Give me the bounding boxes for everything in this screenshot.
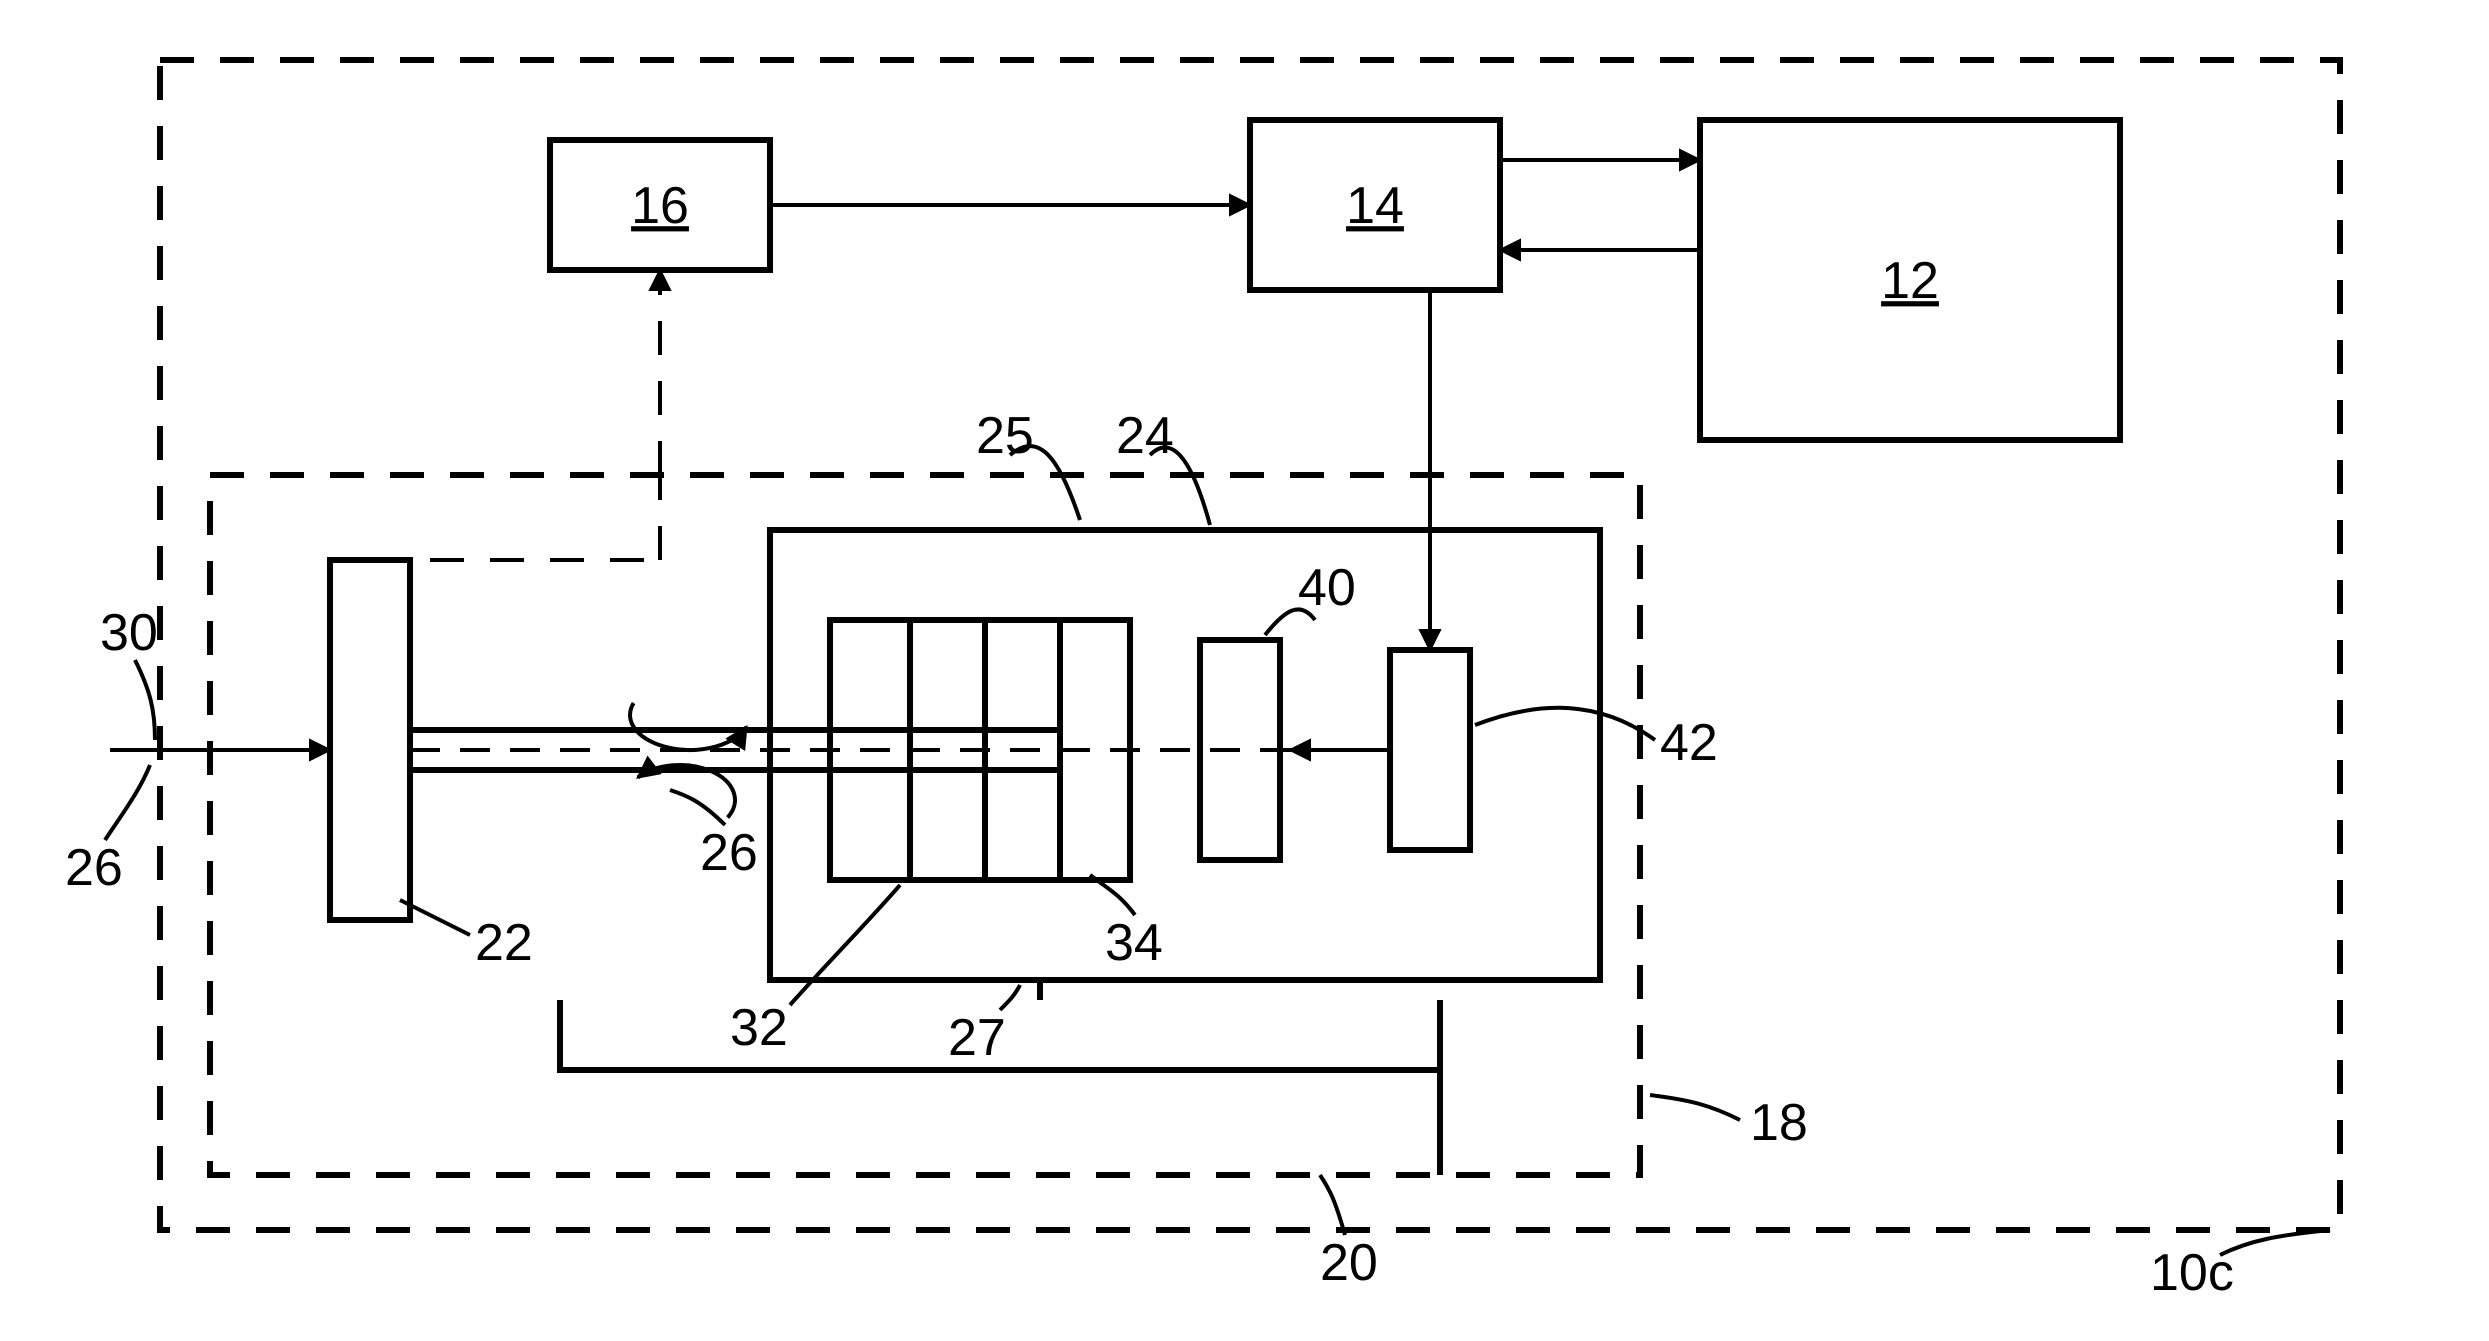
label-block_12: 12 (1881, 252, 1939, 310)
ref-label-20: 20 (1320, 1234, 1378, 1292)
leader-l_10c (2220, 1230, 2330, 1255)
leader-l_30 (135, 660, 155, 740)
ref-label-32: 32 (730, 999, 788, 1057)
label-block_14: 14 (1346, 177, 1404, 235)
ref-label-26: 26 (700, 824, 758, 882)
ref-label-34: 34 (1105, 914, 1163, 972)
leader-l_27 (1000, 985, 1020, 1010)
ref-label-25: 25 (976, 407, 1034, 465)
ref-label-22: 22 (475, 914, 533, 972)
label-block_16: 16 (631, 177, 689, 235)
leader-l_32 (790, 885, 900, 1005)
ref-label-24: 24 (1116, 407, 1174, 465)
ref-label-26: 26 (65, 839, 123, 897)
leader-l_20 (1320, 1175, 1345, 1235)
box-block_24 (770, 530, 1600, 980)
box-block_42 (1390, 650, 1470, 850)
leader-l_26a (670, 790, 725, 825)
box-block_22 (330, 560, 410, 920)
ref-label-10c: 10c (2150, 1244, 2234, 1302)
ref-label-30: 30 (100, 604, 158, 662)
rotation-upper (630, 703, 746, 750)
leader-l_26b (105, 765, 150, 840)
leader-l_18 (1650, 1095, 1740, 1120)
ref-label-42: 42 (1660, 714, 1718, 772)
ref-label-27: 27 (948, 1009, 1006, 1067)
ref-label-18: 18 (1750, 1094, 1808, 1152)
leader-l_42 (1475, 708, 1655, 740)
ref-label-40: 40 (1298, 559, 1356, 617)
